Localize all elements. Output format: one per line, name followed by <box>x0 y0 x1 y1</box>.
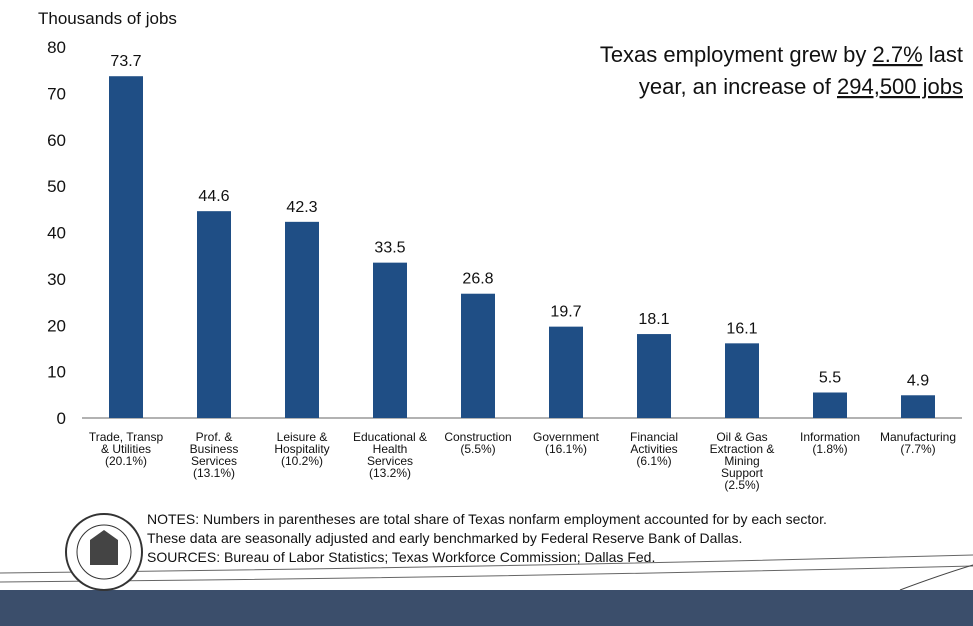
x-tick-label-line: Mining <box>724 454 759 468</box>
value-label: 4.9 <box>907 372 929 389</box>
annotation-part: last <box>923 42 963 67</box>
y-tick-label: 0 <box>57 409 66 428</box>
bar <box>725 343 759 418</box>
x-tick-label-line: (16.1%) <box>545 442 587 456</box>
bar <box>285 221 319 418</box>
value-label: 5.5 <box>819 369 841 386</box>
bar <box>197 211 231 418</box>
x-tick-label-line: Manufacturing <box>880 430 956 444</box>
x-tick-label-line: Trade, Transp <box>89 430 164 444</box>
annotation-part: Texas employment grew by <box>600 42 873 67</box>
x-tick-label-line: & Utilities <box>101 442 151 456</box>
annotation: Texas employment grew by 2.7% last <box>600 42 963 67</box>
y-tick-label: 70 <box>47 84 66 103</box>
x-tick-label: Prof. & Business Services (13.1%) <box>190 430 239 480</box>
seal-emblem <box>90 530 118 565</box>
footer <box>0 513 973 626</box>
note: SOURCES: Bureau of Labor Statistics; Tex… <box>147 549 655 565</box>
bar <box>461 293 495 418</box>
value-label: 73.7 <box>110 53 141 70</box>
x-tick-label: Leisure & Hospitality (10.2%) <box>274 430 329 468</box>
x-tick-label: Financial Activities (6.1%) <box>630 430 678 468</box>
y-tick-label: 60 <box>47 131 66 150</box>
x-tick-label-line: Business <box>190 442 239 456</box>
value-label: 16.1 <box>726 320 757 337</box>
x-tick-label-line: Health <box>373 442 408 456</box>
x-tick-label-line: (1.8%) <box>812 442 847 456</box>
x-tick-label-line: Hospitality <box>274 442 329 456</box>
value-label: 44.6 <box>198 188 229 205</box>
note: These data are seasonally adjusted and e… <box>147 530 742 546</box>
y-tick-label: 10 <box>47 363 66 382</box>
x-tick-label-line: (10.2%) <box>281 454 323 468</box>
value-label: 33.5 <box>374 240 405 257</box>
x-tick-label: Manufacturing (7.7%) <box>880 430 956 456</box>
y-axis-title: Thousands of jobs <box>38 9 177 28</box>
x-tick-label: Educational & Health Services (13.2%) <box>353 430 427 480</box>
annotation-part: 2.7% <box>872 42 922 67</box>
value-label: 26.8 <box>462 271 493 288</box>
x-tick-label-line: Educational & <box>353 430 427 444</box>
x-tick-label-line: Leisure & <box>277 430 328 444</box>
seal-ring <box>76 524 132 580</box>
x-tick-label-line: Support <box>721 466 764 480</box>
bridge-line <box>0 554 973 574</box>
note: NOTES: Numbers in parentheses are total … <box>147 511 827 527</box>
x-tick-label-line: (20.1%) <box>105 454 147 468</box>
x-tick-label: Trade, Transp & Utilities (20.1%) <box>89 430 164 468</box>
x-tick-label-line: Construction <box>444 430 511 444</box>
bar <box>549 326 583 418</box>
x-tick-label-line: Government <box>533 430 600 444</box>
x-tick-label-line: (2.5%) <box>724 478 759 492</box>
value-label: 42.3 <box>286 199 317 216</box>
y-tick-label: 30 <box>47 270 66 289</box>
bridge-line <box>0 565 973 583</box>
x-tick-label-line: (13.2%) <box>369 466 411 480</box>
x-tick-label-line: Prof. & <box>196 430 233 444</box>
bar <box>373 262 407 418</box>
bar <box>637 334 671 418</box>
annotation-part: 294,500 jobs <box>837 74 963 99</box>
x-tick-label-line: Extraction & <box>710 442 775 456</box>
value-label: 18.1 <box>638 311 669 328</box>
x-tick-label-line: (7.7%) <box>900 442 935 456</box>
annotation-part: year, an increase of <box>639 74 837 99</box>
x-tick-label: Information (1.8%) <box>800 430 860 456</box>
x-tick-label-line: (13.1%) <box>193 466 235 480</box>
x-tick-label-line: Services <box>191 454 237 468</box>
bar <box>901 395 935 418</box>
bar <box>109 76 143 418</box>
x-tick-label-line: Services <box>367 454 413 468</box>
footer-band <box>0 590 973 626</box>
x-tick-label: Oil & Gas Extraction & Mining Support (2.5%) <box>710 430 775 492</box>
x-tick-label: Government (16.1%) <box>533 430 600 456</box>
x-tick-label: Construction (5.5%) <box>444 430 511 456</box>
x-tick-label-line: Information <box>800 430 860 444</box>
y-tick-label: 20 <box>47 316 66 335</box>
y-tick-label: 40 <box>47 224 66 243</box>
x-tick-label-line: Activities <box>630 442 677 456</box>
bar <box>813 392 847 418</box>
bridge-line <box>899 564 973 591</box>
y-tick-label: 50 <box>47 177 66 196</box>
x-tick-label-line: (6.1%) <box>636 454 671 468</box>
x-tick-label-line: Oil & Gas <box>716 430 767 444</box>
value-label: 19.7 <box>550 304 581 321</box>
x-tick-label-line: (5.5%) <box>460 442 495 456</box>
annotation: year, an increase of 294,500 jobs <box>639 74 963 99</box>
y-tick-label: 80 <box>47 38 66 57</box>
x-tick-label-line: Financial <box>630 430 678 444</box>
